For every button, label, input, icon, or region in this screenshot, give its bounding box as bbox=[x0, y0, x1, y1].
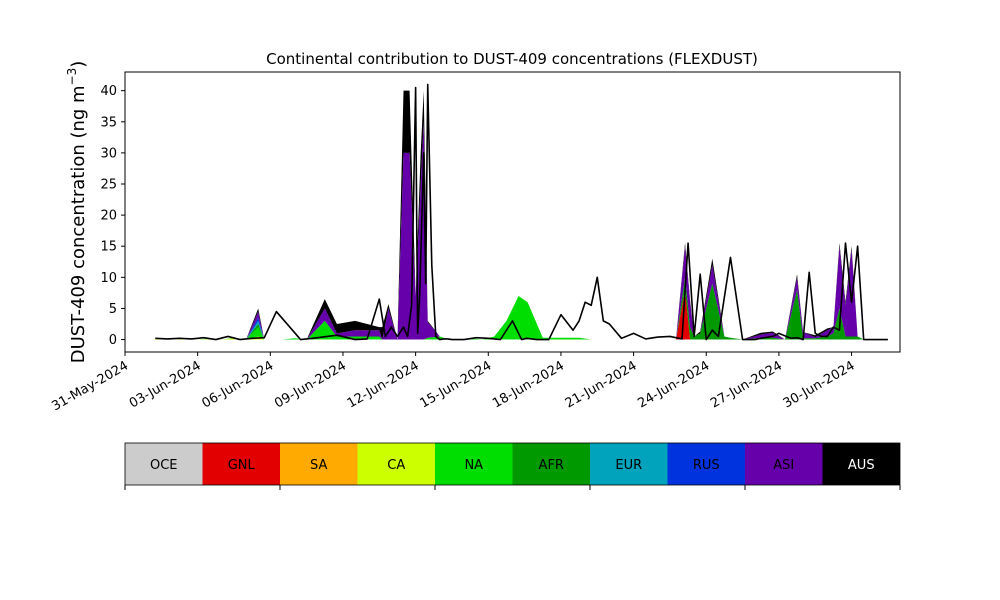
legend-frame bbox=[124, 442, 901, 486]
legend-swatch-asi bbox=[745, 443, 823, 485]
y-tick-label: 30 bbox=[100, 146, 117, 161]
legend-swatch-afr bbox=[512, 443, 590, 485]
legend-label-na: NA bbox=[464, 458, 483, 473]
y-tick-label: 0 bbox=[109, 333, 117, 348]
series-layer bbox=[155, 90, 876, 340]
x-tick-label: 09-Jun-2024 bbox=[272, 358, 349, 411]
legend-swatch-rus bbox=[667, 443, 745, 485]
x-tick-label: 31-May-2024 bbox=[49, 358, 131, 414]
legend-swatch-sa bbox=[280, 443, 358, 485]
legend-label-rus: RUS bbox=[693, 458, 720, 473]
x-tick-label: 21-Jun-2024 bbox=[563, 358, 640, 411]
y-axis-label-end: ) bbox=[68, 61, 89, 68]
x-tick-label: 30-Jun-2024 bbox=[781, 358, 858, 411]
y-axis-label-main: DUST-409 concentration (ng m bbox=[68, 85, 89, 363]
legend-swatch-aus bbox=[822, 443, 900, 485]
x-tick-label: 03-Jun-2024 bbox=[127, 358, 204, 411]
y-tick-label: 25 bbox=[100, 178, 117, 193]
legend-label-aus: AUS bbox=[848, 458, 875, 473]
y-axis-label: DUST-409 concentration (ng m−3) bbox=[65, 61, 89, 364]
x-tick-label: 12-Jun-2024 bbox=[345, 358, 422, 411]
y-tick-label: 35 bbox=[100, 115, 117, 130]
legend-swatch-oce bbox=[125, 443, 203, 485]
chart-title: Continental contribution to DUST-409 con… bbox=[266, 50, 758, 68]
area-series-na bbox=[155, 289, 876, 340]
y-axis: 0 5 10 15 20 25 30 35 40 bbox=[100, 84, 125, 348]
legend-label-gnl: GNL bbox=[228, 458, 256, 473]
legend-label-eur: EUR bbox=[615, 458, 642, 473]
legend-swatch-ca bbox=[357, 443, 435, 485]
legend-swatch-gnl bbox=[202, 443, 280, 485]
total-concentration-line bbox=[155, 83, 888, 341]
legend-label-afr: AFR bbox=[539, 458, 564, 473]
plot-frame bbox=[124, 71, 901, 353]
legend-swatch-na bbox=[435, 443, 513, 485]
y-tick-label: 40 bbox=[100, 84, 117, 99]
y-axis-label-sup: −3 bbox=[65, 68, 79, 86]
x-tick-label: 27-Jun-2024 bbox=[708, 358, 785, 411]
y-tick-label: 20 bbox=[100, 209, 117, 224]
x-tick-label: 06-Jun-2024 bbox=[199, 358, 276, 411]
legend-label-ca: CA bbox=[387, 458, 405, 473]
legend-label-sa: SA bbox=[310, 458, 327, 473]
plot-area bbox=[124, 71, 901, 353]
x-tick-label: 24-Jun-2024 bbox=[635, 358, 712, 411]
x-axis: 31-May-202403-Jun-202406-Jun-202409-Jun-… bbox=[49, 352, 858, 414]
x-tick-label: 18-Jun-2024 bbox=[490, 358, 567, 411]
total-line-layer bbox=[155, 83, 888, 341]
y-tick-label: 15 bbox=[100, 240, 117, 255]
x-tick-label: 15-Jun-2024 bbox=[417, 358, 494, 411]
y-tick-label: 10 bbox=[100, 271, 117, 286]
legend-label-asi: ASI bbox=[773, 458, 794, 473]
legend-swatch-eur bbox=[590, 443, 668, 485]
legend-colorbar: OCE GNL SA CA NA AFR EUR RUS ASI AUS bbox=[124, 442, 901, 490]
legend-label-oce: OCE bbox=[150, 458, 178, 473]
y-tick-label: 5 bbox=[109, 302, 117, 317]
